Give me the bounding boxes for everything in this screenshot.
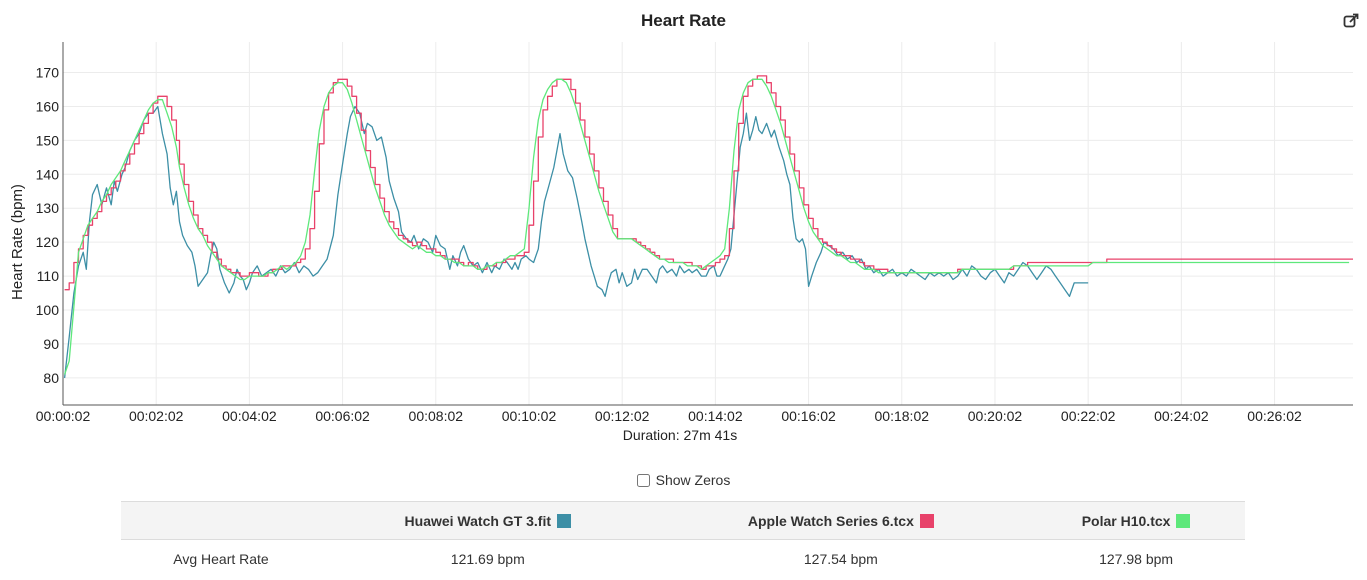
- x-tick-label: 00:08:02: [409, 408, 464, 424]
- x-tick-label: 00:10:02: [502, 408, 557, 424]
- x-tick-label: 00:24:02: [1154, 408, 1209, 424]
- series-line-2: [63, 78, 1350, 375]
- stats-header-polar: Polar H10.tcx: [1027, 501, 1245, 540]
- x-tick-label: 00:12:02: [595, 408, 650, 424]
- stats-header-label: Huawei Watch GT 3.fit: [404, 512, 552, 529]
- legend-swatch: [1176, 513, 1191, 528]
- tick-labels: 80 90 100 110 120 130 140 150 160 170 00:00:02 00:0…: [36, 65, 1302, 424]
- x-tick-label: 00:14:02: [688, 408, 743, 424]
- stats-header-blank: [121, 501, 321, 540]
- x-tick-label: 00:22:02: [1061, 408, 1116, 424]
- chart-axes: [62, 42, 1353, 406]
- show-zeros-row: Show Zeros: [0, 472, 1367, 488]
- x-tick-label: 00:06:02: [315, 408, 370, 424]
- legend-swatch: [557, 513, 572, 528]
- table-row: Avg Heart Rate 121.69 bpm 127.54 bpm 127…: [121, 540, 1245, 578]
- y-tick-label: 140: [36, 166, 60, 182]
- y-tick-label: 170: [36, 65, 60, 81]
- y-tick-label: 100: [36, 302, 60, 318]
- y-tick-label: 120: [36, 234, 60, 250]
- series-line-1: [64, 75, 1353, 291]
- show-zeros-checkbox[interactable]: [636, 473, 650, 487]
- cell-value: 121.69 bpm: [450, 550, 525, 567]
- cell-value: 127.54 bpm: [803, 550, 878, 567]
- x-tick-label: 00:02:02: [129, 408, 184, 424]
- row-label: Avg Heart Rate: [173, 550, 269, 567]
- grid-lines: [63, 42, 1353, 405]
- stats-header-row: Huawei Watch GT 3.fit Apple Watch Series…: [121, 501, 1245, 540]
- chart-title: Heart Rate: [640, 11, 727, 30]
- y-tick-label: 150: [36, 132, 60, 148]
- y-tick-label: 130: [36, 200, 60, 216]
- stats-header-label: Polar H10.tcx: [1081, 512, 1171, 529]
- y-tick-label: 80: [43, 370, 59, 386]
- y-tick-label: 110: [37, 268, 60, 284]
- heart-rate-chart: 80 90 100 110 120 130 140 150 160 170 00:00:02 00:0…: [9, 42, 1353, 443]
- stats-table: Huawei Watch GT 3.fit Apple Watch Series…: [121, 501, 1245, 577]
- x-tick-label: 00:00:02: [36, 408, 91, 424]
- legend-swatch: [919, 513, 934, 528]
- x-tick-label: 00:18:02: [875, 408, 930, 424]
- x-tick-label: 00:20:02: [968, 408, 1023, 424]
- stats-header-label: Apple Watch Series 6.tcx: [747, 512, 914, 529]
- x-tick-label: 00:04:02: [222, 408, 277, 424]
- y-axis-label: Heart Rate (bpm): [9, 184, 26, 300]
- x-tick-label: 00:26:02: [1247, 408, 1302, 424]
- stats-header-apple: Apple Watch Series 6.tcx: [654, 501, 1028, 540]
- x-tick-label: 00:16:02: [781, 408, 836, 424]
- y-tick-label: 90: [43, 336, 59, 352]
- export-edit-icon[interactable]: [1343, 13, 1359, 29]
- x-axis-label: Duration: 27m 41s: [623, 427, 737, 443]
- y-tick-label: 160: [36, 98, 60, 114]
- stats-header-huawei: Huawei Watch GT 3.fit: [321, 501, 655, 540]
- series-lines: [63, 75, 1353, 378]
- show-zeros-label[interactable]: Show Zeros: [655, 472, 731, 488]
- cell-value: 127.98 bpm: [1099, 550, 1174, 567]
